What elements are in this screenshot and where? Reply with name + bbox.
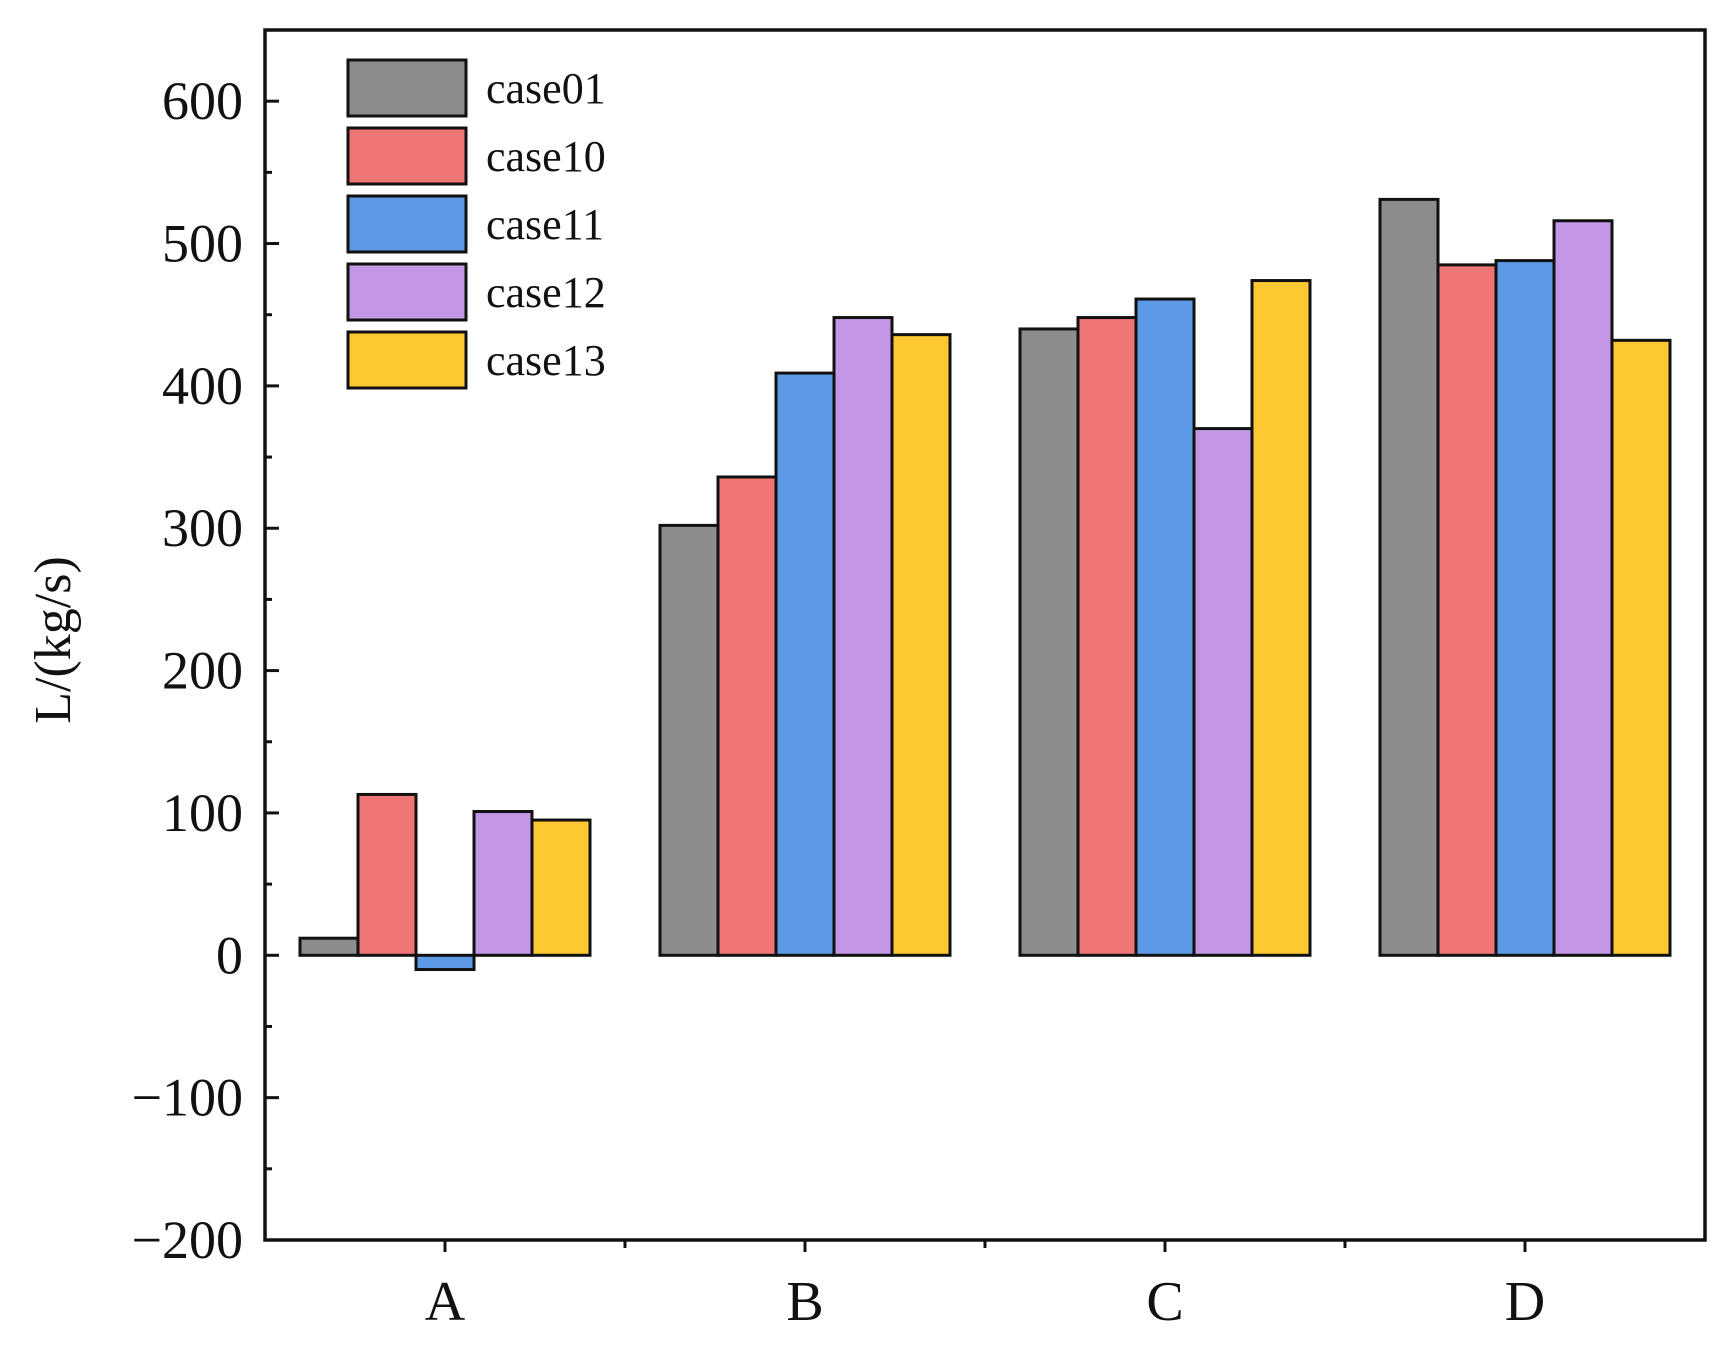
y-tick-label-300: 300 xyxy=(162,498,243,558)
bar-case11-D xyxy=(1494,259,1556,957)
y-tick-label-200: 200 xyxy=(162,641,243,701)
y-tick-label-100: 100 xyxy=(162,783,243,843)
bar-case01-C xyxy=(1018,327,1080,957)
x-tick-label-C: C xyxy=(1146,1271,1183,1333)
ticks-layer xyxy=(265,99,1527,1252)
bar-case12-D xyxy=(1552,219,1614,957)
bar-case13-C xyxy=(1250,279,1312,957)
x-tick-label-A: A xyxy=(425,1271,466,1333)
bar-case13-B xyxy=(890,333,952,957)
bar-case13-A xyxy=(530,818,592,957)
y-tick-label-0: 0 xyxy=(216,925,243,985)
bars-layer xyxy=(298,197,1672,972)
bar-case12-B xyxy=(832,316,894,957)
legend-label-case01: case01 xyxy=(486,64,606,113)
bar-case11-B xyxy=(774,371,836,957)
labels-layer: A B C D −200 −100 0 100 200 300 400 500 600 xyxy=(132,71,1546,1333)
y-tick-label-500: 500 xyxy=(162,214,243,274)
legend-swatch-case01 xyxy=(346,58,468,118)
legend-label-case13: case13 xyxy=(486,336,606,385)
legend-swatch-case10 xyxy=(346,126,468,186)
legend-label-case10: case10 xyxy=(486,132,606,181)
legend: case01 case10 case11 case12 case13 xyxy=(346,58,606,390)
bar-case01-B xyxy=(658,523,720,957)
x-tick-label-B: B xyxy=(786,1271,823,1333)
legend-swatch-case12 xyxy=(346,262,468,322)
bar-case13-D xyxy=(1610,338,1672,957)
bar-case12-C xyxy=(1192,427,1254,957)
y-tick-label-600: 600 xyxy=(162,71,243,131)
y-tick-label--100: −100 xyxy=(132,1068,243,1128)
bar-case11-A xyxy=(414,953,476,972)
x-tick-label-D: D xyxy=(1505,1271,1545,1333)
legend-swatch-case11 xyxy=(346,194,468,254)
y-tick-label-400: 400 xyxy=(162,356,243,416)
legend-swatch-case13 xyxy=(346,330,468,390)
bar-case10-B xyxy=(716,475,778,957)
legend-label-case11: case11 xyxy=(486,200,604,249)
bar-case01-D xyxy=(1378,197,1440,957)
y-axis-title: L/(kg/s) xyxy=(25,556,82,724)
y-tick-label--200: −200 xyxy=(132,1210,243,1270)
bar-case10-C xyxy=(1076,316,1138,957)
legend-label-case12: case12 xyxy=(486,268,606,317)
bar-case10-A xyxy=(356,792,418,957)
bar-case10-D xyxy=(1436,263,1498,957)
bar-case12-A xyxy=(472,810,534,957)
bar-case01-A xyxy=(298,936,360,957)
bar-case11-C xyxy=(1134,297,1196,957)
